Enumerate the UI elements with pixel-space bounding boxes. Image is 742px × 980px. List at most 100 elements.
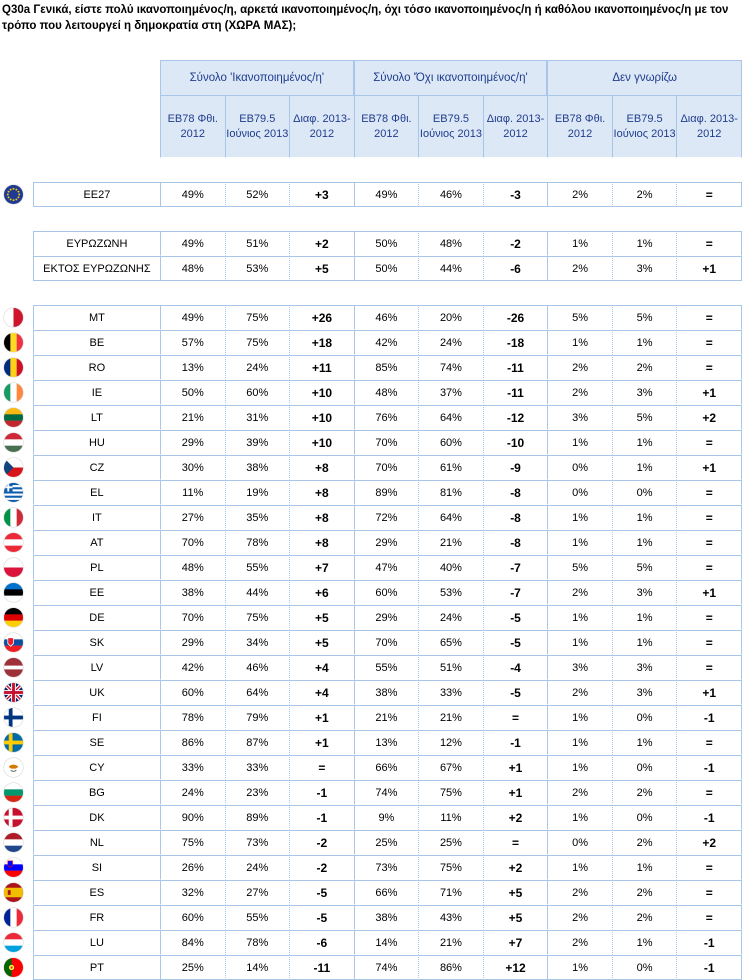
value-cell: -7 — [482, 580, 548, 605]
value-cell: 24% — [418, 605, 483, 630]
value-cell: -26 — [482, 305, 548, 330]
value-cell: 29% — [160, 630, 225, 655]
value-cell: 0% — [547, 455, 612, 480]
value-cell: 2% — [611, 880, 677, 905]
value-cell: 86% — [418, 955, 483, 980]
value-cell: = — [289, 755, 354, 780]
value-cell: 85% — [353, 355, 419, 380]
value-cell: -2 — [289, 855, 354, 880]
table-row: ΕΥΡΩΖΩΝΗ 49% 51% +2 50% 48% -2 1% 1% = — [0, 231, 742, 256]
table-row: SE 86% 87% +1 13% 12% -1 1% 1% = — [0, 730, 742, 755]
table-row: CZ 30% 38% +8 70% 61% -9 0% 1% +1 — [0, 455, 742, 480]
value-cell: 74% — [418, 355, 483, 380]
value-cell: 1% — [611, 630, 677, 655]
value-cell: 34% — [224, 630, 290, 655]
group-header: Σύνολο 'Όχι ικανοποιημένος/η' — [353, 60, 548, 95]
value-cell: 1% — [547, 505, 612, 530]
value-cell: +5 — [482, 880, 548, 905]
flag-icon-ie — [4, 382, 24, 402]
value-cell: 47% — [353, 555, 419, 580]
value-cell: 2% — [547, 680, 612, 705]
table-row: RO 13% 24% +11 85% 74% -11 2% 2% = — [0, 355, 742, 380]
value-cell: 3% — [547, 405, 612, 430]
value-cell: 21% — [418, 930, 483, 955]
value-cell: -2 — [482, 231, 548, 256]
value-cell: 50% — [353, 256, 419, 281]
value-cell: = — [482, 830, 548, 855]
sub-header: EB78 Φθι. 2012 — [547, 95, 612, 158]
value-cell: +1 — [289, 705, 354, 730]
value-cell: +8 — [289, 455, 354, 480]
country-code: UK — [32, 680, 160, 705]
value-cell: 70% — [160, 530, 225, 555]
value-cell: 5% — [611, 405, 677, 430]
value-cell: 33% — [224, 755, 290, 780]
value-cell: +5 — [289, 256, 354, 281]
value-cell: 19% — [224, 480, 290, 505]
value-cell: 75% — [418, 855, 483, 880]
value-cell: 53% — [224, 256, 290, 281]
value-cell: 3% — [611, 655, 677, 680]
value-cell: = — [676, 480, 742, 505]
country-code: MT — [32, 305, 160, 330]
value-cell: +1 — [676, 580, 742, 605]
value-cell: 9% — [353, 805, 419, 830]
value-cell: 29% — [353, 605, 419, 630]
value-cell: 1% — [611, 530, 677, 555]
value-cell: = — [482, 705, 548, 730]
value-cell: 46% — [224, 655, 290, 680]
value-cell: -5 — [482, 680, 548, 705]
value-cell: 50% — [353, 231, 419, 256]
value-cell: 66% — [353, 755, 419, 780]
value-cell: 33% — [160, 755, 225, 780]
value-cell: 48% — [160, 256, 225, 281]
value-cell: 2% — [547, 256, 612, 281]
value-cell: 2% — [611, 905, 677, 930]
value-cell: +5 — [482, 905, 548, 930]
sub-header: EB78 Φθι. 2012 — [353, 95, 419, 158]
value-cell: -1 — [676, 930, 742, 955]
country-code: DK — [32, 805, 160, 830]
country-code: HU — [32, 430, 160, 455]
country-code: SK — [32, 630, 160, 655]
table-row: MT 49% 75% +26 46% 20% -26 5% 5% = — [0, 305, 742, 330]
value-cell: 64% — [418, 505, 483, 530]
value-cell: 3% — [611, 256, 677, 281]
country-code: ES — [32, 880, 160, 905]
value-cell: 5% — [611, 555, 677, 580]
value-cell: 26% — [160, 855, 225, 880]
group-header: Δεν γνωρίζω — [547, 60, 742, 95]
value-cell: -1 — [289, 780, 354, 805]
value-cell: 38% — [224, 455, 290, 480]
value-cell: 74% — [353, 780, 419, 805]
value-cell: = — [676, 630, 742, 655]
value-cell: 24% — [224, 855, 290, 880]
value-cell: 1% — [547, 231, 612, 256]
value-cell: 24% — [224, 355, 290, 380]
value-cell: 48% — [160, 555, 225, 580]
value-cell: +8 — [289, 505, 354, 530]
value-cell: +18 — [289, 330, 354, 355]
table-row: NL 75% 73% -2 25% 25% = 0% 2% +2 — [0, 830, 742, 855]
value-cell: = — [676, 605, 742, 630]
sub-header: EB78 Φθι. 2012 — [160, 95, 225, 158]
value-cell: 1% — [547, 430, 612, 455]
value-cell: 60% — [160, 680, 225, 705]
flag-icon-at — [4, 532, 24, 552]
value-cell: 49% — [353, 182, 419, 207]
value-cell: 60% — [224, 380, 290, 405]
value-cell: 55% — [224, 905, 290, 930]
value-cell: 75% — [418, 780, 483, 805]
value-cell: +1 — [676, 680, 742, 705]
country-code: NL — [32, 830, 160, 855]
flag-icon-si — [4, 857, 24, 877]
country-code: DE — [32, 605, 160, 630]
country-code: FI — [32, 705, 160, 730]
flag-icon-lt — [4, 407, 24, 427]
value-cell: 1% — [547, 955, 612, 980]
value-cell: 5% — [611, 305, 677, 330]
table-row: PL 48% 55% +7 47% 40% -7 5% 5% = — [0, 555, 742, 580]
value-cell: +5 — [289, 605, 354, 630]
value-cell: 70% — [353, 630, 419, 655]
value-cell: 50% — [160, 380, 225, 405]
